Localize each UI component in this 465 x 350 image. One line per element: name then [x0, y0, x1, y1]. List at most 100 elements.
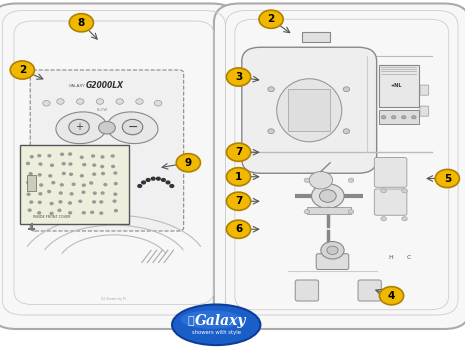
Circle shape: [348, 178, 354, 182]
Circle shape: [10, 61, 34, 79]
Circle shape: [312, 184, 344, 208]
Circle shape: [157, 177, 160, 180]
FancyBboxPatch shape: [420, 85, 429, 95]
Circle shape: [27, 181, 30, 183]
Circle shape: [100, 201, 103, 203]
Text: GALAXY: GALAXY: [68, 84, 85, 88]
Circle shape: [259, 10, 283, 28]
Circle shape: [93, 173, 96, 175]
Text: +NL: +NL: [391, 83, 402, 88]
Circle shape: [114, 172, 117, 174]
Text: −: −: [127, 120, 138, 134]
Circle shape: [138, 184, 142, 187]
Circle shape: [38, 155, 40, 157]
Circle shape: [70, 173, 73, 175]
Text: 𝄞: 𝄞: [187, 316, 194, 326]
Circle shape: [62, 163, 65, 165]
Circle shape: [58, 209, 61, 211]
Circle shape: [48, 190, 51, 192]
Circle shape: [27, 162, 29, 164]
Circle shape: [29, 173, 32, 175]
Ellipse shape: [180, 310, 243, 329]
Circle shape: [111, 155, 114, 157]
Circle shape: [146, 178, 150, 181]
Circle shape: [69, 14, 93, 32]
Text: 6: 6: [235, 224, 242, 234]
Circle shape: [57, 99, 64, 104]
Circle shape: [226, 168, 251, 186]
FancyBboxPatch shape: [358, 280, 381, 301]
Circle shape: [226, 143, 251, 161]
FancyBboxPatch shape: [302, 32, 330, 42]
Text: G2000LX: G2000LX: [86, 81, 124, 90]
Circle shape: [309, 172, 332, 189]
Circle shape: [60, 153, 63, 155]
Circle shape: [39, 193, 42, 195]
FancyBboxPatch shape: [379, 110, 418, 124]
FancyBboxPatch shape: [0, 4, 237, 329]
FancyBboxPatch shape: [30, 70, 184, 231]
Text: INSIDE FRONT COVER: INSIDE FRONT COVER: [33, 216, 70, 219]
Circle shape: [170, 184, 173, 187]
Circle shape: [343, 129, 350, 134]
Text: 7: 7: [235, 196, 242, 206]
Text: 5: 5: [444, 174, 451, 183]
FancyBboxPatch shape: [288, 89, 330, 131]
Circle shape: [82, 184, 85, 186]
Circle shape: [50, 212, 53, 215]
Circle shape: [348, 210, 354, 214]
Circle shape: [401, 116, 406, 119]
Circle shape: [327, 246, 338, 254]
Text: 8: 8: [78, 18, 85, 28]
Circle shape: [92, 155, 94, 157]
Circle shape: [38, 174, 41, 176]
Circle shape: [48, 155, 51, 157]
Circle shape: [392, 116, 396, 119]
Circle shape: [343, 87, 350, 92]
Circle shape: [99, 121, 115, 134]
Circle shape: [39, 201, 41, 203]
Circle shape: [40, 184, 43, 186]
Circle shape: [90, 182, 93, 184]
Circle shape: [304, 210, 310, 214]
Circle shape: [101, 156, 104, 158]
Circle shape: [381, 217, 386, 221]
Circle shape: [402, 189, 407, 193]
Circle shape: [226, 68, 251, 86]
Circle shape: [43, 100, 50, 106]
FancyBboxPatch shape: [316, 254, 349, 270]
Text: H: H: [388, 255, 393, 260]
Circle shape: [62, 173, 65, 175]
Text: 4: 4: [388, 291, 395, 301]
Circle shape: [82, 191, 85, 193]
Circle shape: [52, 182, 55, 184]
FancyBboxPatch shape: [374, 189, 407, 215]
Circle shape: [79, 200, 82, 202]
Circle shape: [82, 212, 85, 214]
Circle shape: [166, 181, 170, 184]
Circle shape: [113, 200, 116, 202]
Circle shape: [93, 192, 96, 194]
Circle shape: [60, 184, 63, 186]
Circle shape: [268, 129, 274, 134]
Circle shape: [100, 212, 103, 214]
Circle shape: [412, 116, 416, 119]
Circle shape: [69, 212, 72, 214]
Circle shape: [112, 166, 114, 168]
Circle shape: [68, 202, 71, 204]
Circle shape: [70, 193, 73, 195]
Text: 9: 9: [185, 158, 192, 168]
Circle shape: [136, 99, 143, 104]
Circle shape: [83, 163, 86, 166]
Text: showers with style: showers with style: [192, 330, 241, 335]
Circle shape: [176, 154, 200, 172]
Circle shape: [122, 119, 143, 135]
Circle shape: [80, 175, 83, 177]
Circle shape: [50, 203, 53, 205]
Circle shape: [161, 178, 165, 181]
Circle shape: [104, 184, 107, 186]
Text: FLOW: FLOW: [97, 108, 108, 112]
Circle shape: [59, 201, 62, 203]
Text: 1: 1: [235, 172, 242, 182]
FancyBboxPatch shape: [420, 106, 429, 116]
